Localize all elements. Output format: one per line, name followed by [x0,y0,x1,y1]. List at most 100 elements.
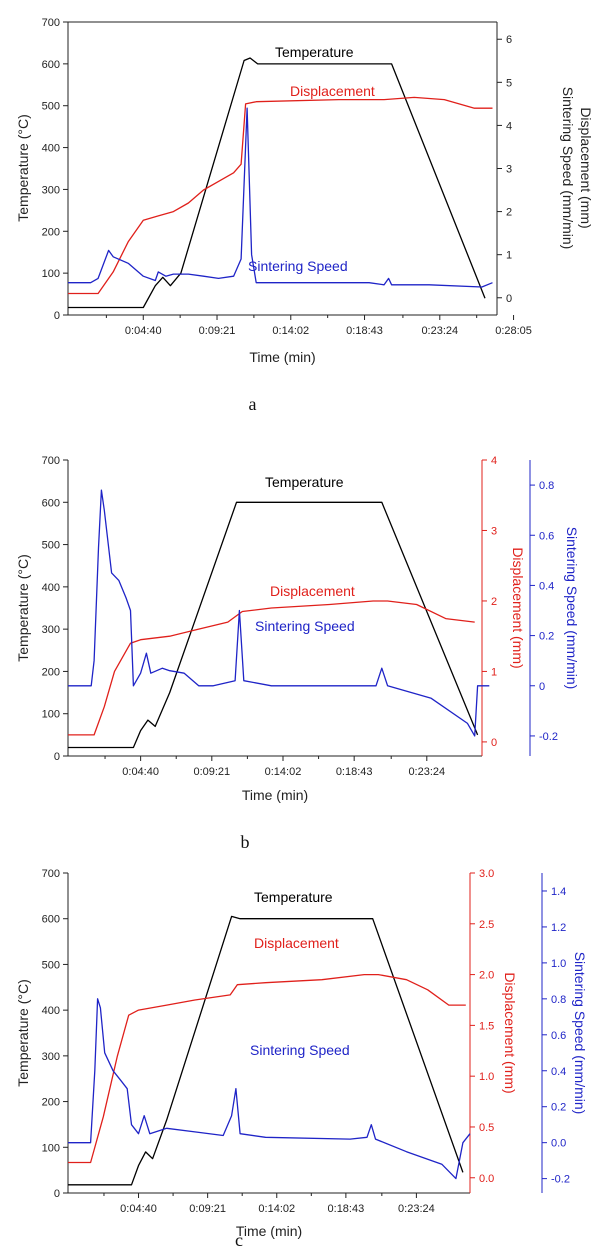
y-tick-label-right: 4 [491,455,497,467]
y-tick-label-right: 1 [506,250,512,262]
y-tick-label-right: 3.0 [479,868,494,880]
y-tick-label-right2: 0.6 [551,1030,566,1042]
y-tick-label-left: 200 [42,226,60,238]
x-tick-label: 0:18:43 [346,325,383,337]
y-tick-label-right: 1 [491,666,497,678]
y-tick-label-right: 0.5 [479,1122,494,1134]
y-tick-label-right: 2 [506,207,512,219]
y-tick-label-right2: 0.6 [539,530,554,542]
y-tick-label-right2: 0.4 [551,1066,566,1078]
x-tick-label: 0:14:02 [272,325,309,337]
y-tick-label-left: 400 [42,143,60,155]
series-line-displacement [68,96,493,295]
y-tick-label-left: 300 [42,1051,60,1063]
y-tick-label-left: 0 [54,1188,60,1200]
y-tick-label-right: 2.5 [479,919,494,931]
y-tick-label-left: 700 [42,17,60,29]
y-tick-label-right2: 0 [539,681,545,693]
y-axis-label-right2: Sintering Speed (mm/min) [572,952,588,1115]
y-tick-label-left: 200 [42,1097,60,1109]
series-line-temperature [68,501,479,749]
y-tick-label-left: 700 [42,868,60,880]
y-tick-label-right2: 0.8 [551,994,566,1006]
y-tick-label-left: 300 [42,184,60,196]
y-tick-label-right: 1.0 [479,1071,494,1083]
y-tick-label-left: 100 [42,709,60,721]
y-axis-label-right2: Sintering Speed (mm/min) [560,87,576,250]
x-tick-label: 0:09:21 [189,1203,226,1215]
x-tick-label: 0:18:43 [336,766,373,778]
y-tick-label-left: 600 [42,914,60,926]
chart-panel-a: 0 100 200 300 400 500 600 700 0:04:40 0:09:21 0:14… [15,17,593,414]
y-tick-label-left: 0 [54,310,60,322]
x-tick-label: 0:14:02 [265,766,302,778]
y-tick-label-left: 400 [42,1005,60,1017]
x-tick-label: 0:04:40 [122,766,159,778]
y-tick-label-right: 5 [506,77,512,89]
y-axis-label-right: Displacement (mm) [578,107,593,228]
y-tick-label-right: 0.0 [479,1173,494,1185]
y-tick-label-right: 6 [506,34,512,46]
x-tick-label: 0:04:40 [120,1203,157,1215]
y-tick-label-left: 300 [42,624,60,636]
x-tick-label: 0:28:05 [495,325,532,337]
series-line-temperature [68,57,486,309]
panel-label: b [241,832,250,852]
series-annotation: Displacement [270,583,355,599]
y-tick-label-right: 2.0 [479,970,494,982]
y-tick-label-left: 600 [42,59,60,71]
panel-label: a [249,394,257,414]
y-axis-label-left: Temperature (°C) [15,554,31,662]
y-tick-label-right2: 0.2 [551,1102,566,1114]
y-axis-label-right: Displacement (mm) [502,972,518,1093]
x-tick-label: 0:14:02 [258,1203,295,1215]
y-tick-label-left: 200 [42,666,60,678]
y-tick-label-left: 500 [42,959,60,971]
y-tick-label-right2: 1.4 [551,886,566,898]
y-tick-label-right2: -0.2 [551,1174,570,1186]
x-axis-label: Time (min) [236,1223,302,1239]
x-tick-label: 0:04:40 [125,325,162,337]
panel-label: c [235,1230,243,1250]
y-tick-label-right: 1.5 [479,1020,494,1032]
y-tick-label-left: 100 [42,1142,60,1154]
series-annotation: Sintering Speed [248,258,348,274]
y-tick-label-left: 100 [42,268,60,280]
y-tick-label-right2: 0.4 [539,580,554,592]
x-axis-label: Time (min) [249,349,315,365]
y-tick-label-left: 0 [54,751,60,763]
y-tick-label-right2: 0.0 [551,1138,566,1150]
x-tick-label: 0:23:24 [408,766,445,778]
x-tick-label: 0:23:24 [421,325,458,337]
series-line-sintering-speed [68,489,490,737]
y-tick-label-left: 600 [42,497,60,509]
x-axis-label: Time (min) [242,787,308,803]
series-annotation: Temperature [275,44,354,60]
series-line-displacement [68,600,475,736]
series-annotation: Displacement [254,935,339,951]
y-tick-label-right: 2 [491,596,497,608]
series-line-sintering-speed [68,998,471,1180]
y-tick-label-right2: 0.8 [539,480,554,492]
series-annotation: Sintering Speed [250,1042,350,1058]
y-tick-label-right: 3 [491,525,497,537]
x-tick-label: 0:09:21 [199,325,236,337]
series-line-displacement [68,973,466,1164]
y-tick-label-right: 0 [506,293,512,305]
y-tick-label-left: 400 [42,582,60,594]
x-tick-label: 0:18:43 [328,1203,365,1215]
y-axis-label-left: Temperature (°C) [15,979,31,1087]
y-axis-label-left: Temperature (°C) [15,114,31,222]
y-tick-label-left: 700 [42,455,60,467]
y-axis-label-right2: Sintering Speed (mm/min) [564,527,580,690]
y-tick-label-left: 500 [42,101,60,113]
x-tick-label: 0:09:21 [193,766,230,778]
y-tick-label-right2: -0.2 [539,731,558,743]
series-line-temperature [68,915,464,1186]
series-annotation: Sintering Speed [255,618,355,634]
series-annotation: Displacement [290,83,375,99]
y-tick-label-right2: 0.2 [539,631,554,643]
y-tick-label-right2: 1.0 [551,958,566,970]
